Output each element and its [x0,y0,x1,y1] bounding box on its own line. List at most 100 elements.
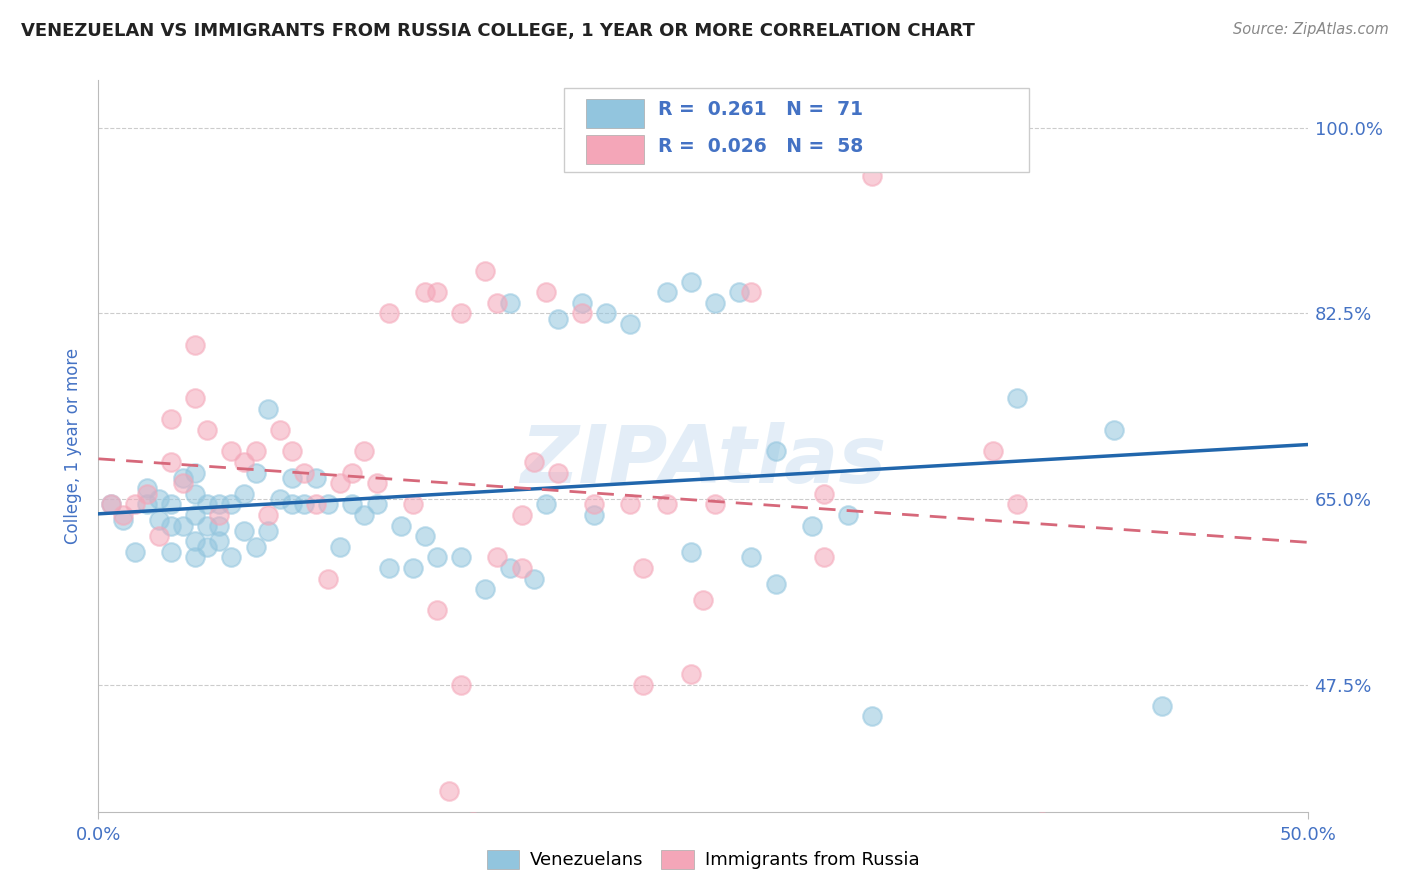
Point [474,582,496,596]
Text: R =  0.261   N =  71: R = 0.261 N = 71 [658,100,863,119]
Point [583,497,606,511]
Point [195,423,218,437]
Point [402,497,425,511]
Point [631,561,654,575]
Point [474,264,496,278]
Point [740,285,762,300]
Point [450,550,472,565]
Text: VENEZUELAN VS IMMIGRANTS FROM RUSSIA COLLEGE, 1 YEAR OR MORE CORRELATION CHART: VENEZUELAN VS IMMIGRANTS FROM RUSSIA COL… [21,22,974,40]
Point [837,508,859,522]
Point [256,401,278,416]
Point [221,550,243,565]
Point [547,311,569,326]
Point [498,296,520,310]
Point [595,306,617,320]
Point [413,529,436,543]
Point [184,508,207,522]
Point [316,497,339,511]
Point [221,497,243,511]
Point [172,476,194,491]
Point [426,550,449,565]
Point [245,540,267,554]
Point [195,518,218,533]
Point [740,550,762,565]
Point [981,444,1004,458]
Point [704,497,727,511]
Point [523,572,546,586]
Point [510,561,533,575]
Point [728,285,751,300]
Point [160,412,183,426]
Point [450,677,472,691]
Point [534,497,557,511]
Point [329,476,352,491]
Point [232,455,254,469]
Point [1152,698,1174,713]
Point [377,561,399,575]
Point [1007,497,1029,511]
Point [135,486,157,500]
FancyBboxPatch shape [586,135,644,164]
Point [571,296,593,310]
Point [160,497,183,511]
Point [402,561,425,575]
Point [281,471,304,485]
Point [124,497,146,511]
Point [413,285,436,300]
Point [366,497,388,511]
Point [148,513,170,527]
Point [437,783,460,797]
Point [704,296,727,310]
Point [377,306,399,320]
Point [292,497,315,511]
Point [426,603,449,617]
Point [316,572,339,586]
Point [195,497,218,511]
Point [342,497,364,511]
Point [184,466,207,480]
Point [208,534,231,549]
Point [148,491,170,506]
Point [765,444,787,458]
Point [655,285,678,300]
Point [305,471,328,485]
Point [160,518,183,533]
Point [679,545,702,559]
Text: Source: ZipAtlas.com: Source: ZipAtlas.com [1233,22,1389,37]
Point [426,285,449,300]
Point [184,486,207,500]
Point [256,508,278,522]
Point [486,550,509,565]
Point [534,285,557,300]
Point [619,317,641,331]
Point [389,518,412,533]
Point [463,815,485,830]
Point [450,306,472,320]
Point [160,545,183,559]
Point [510,508,533,522]
Point [184,338,207,352]
FancyBboxPatch shape [586,98,644,128]
Point [571,306,593,320]
Point [1031,815,1053,830]
Point [679,667,702,681]
Point [342,466,364,480]
Text: ZIPAtlas: ZIPAtlas [520,422,886,500]
Point [353,444,375,458]
Point [860,709,883,723]
Point [765,576,787,591]
Point [245,444,267,458]
Point [281,444,304,458]
Point [111,513,134,527]
Point [135,497,157,511]
Point [1007,392,1029,406]
Point [860,169,883,183]
Point [486,296,509,310]
Point [172,471,194,485]
Point [498,561,520,575]
Point [195,540,218,554]
Point [269,491,291,506]
Point [111,508,134,522]
Point [813,486,835,500]
Point [100,497,122,511]
